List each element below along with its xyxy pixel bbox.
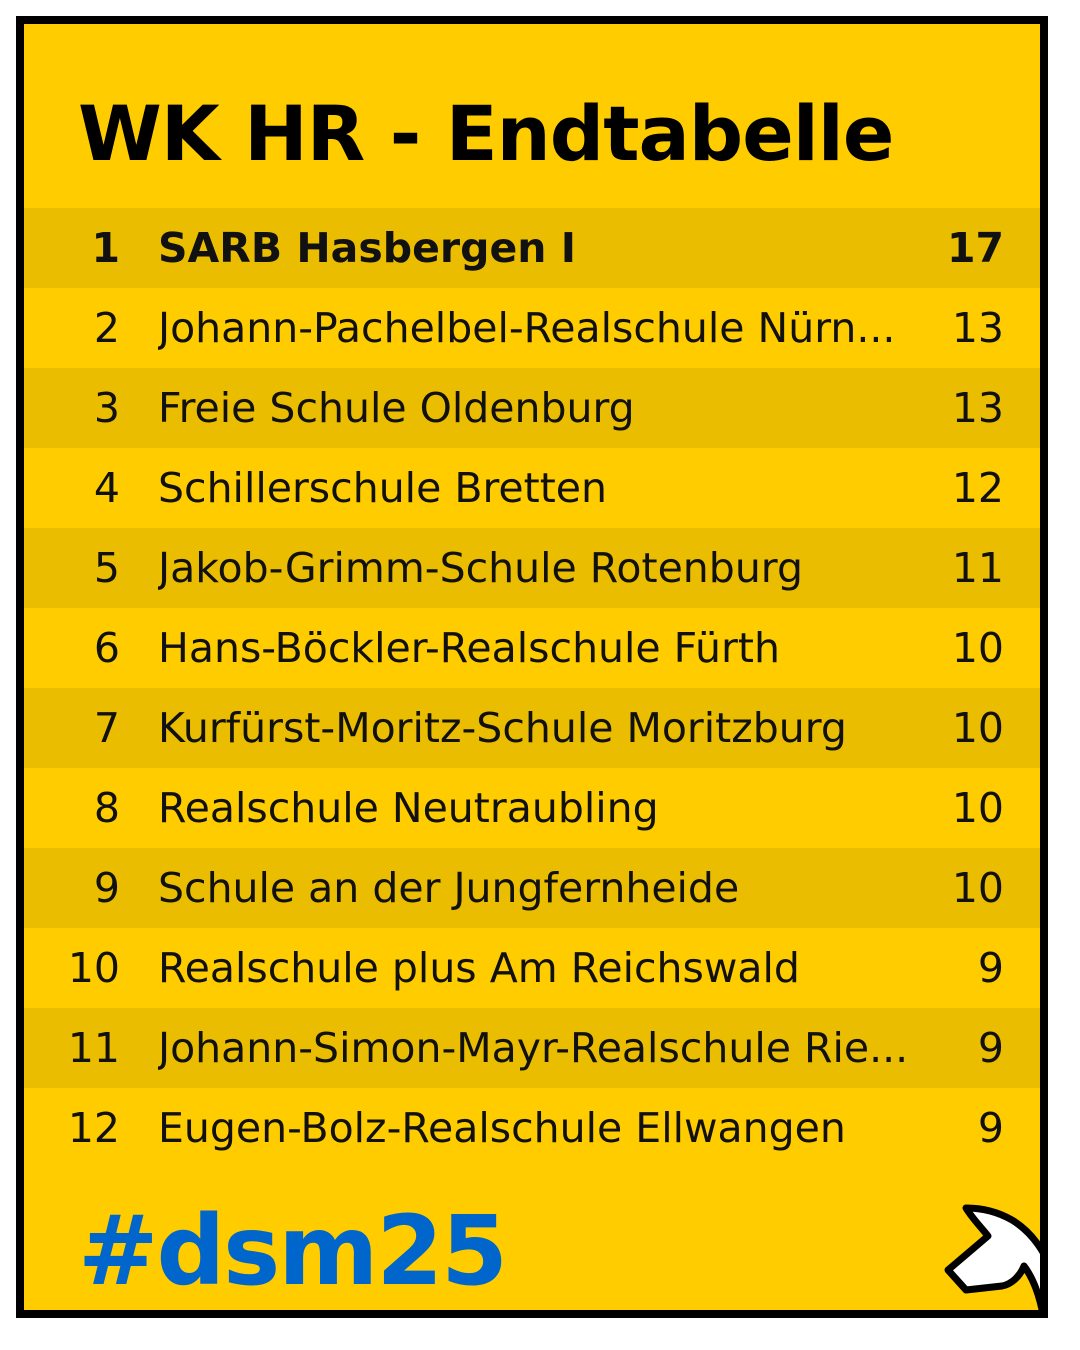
rank-cell: 9	[93, 864, 120, 912]
points-cell: 10	[951, 784, 1004, 832]
team-name-cell: Schule an der Jungfernheide	[158, 864, 740, 912]
points-cell: 13	[951, 304, 1004, 352]
rank-cell: 5	[93, 544, 120, 592]
points-cell: 9	[977, 1024, 1004, 1072]
rank-cell: 7	[93, 704, 120, 752]
team-name-cell: Realschule plus Am Reichswald	[158, 944, 800, 992]
team-name-cell: Eugen-Bolz-Realschule Ellwangen	[158, 1104, 846, 1152]
table-row: 11 Johann-Simon-Mayr-Realschule Rie... 9	[24, 1008, 1040, 1088]
standings-table: 1 SARB Hasbergen I 17 2 Johann-Pachelbel…	[24, 208, 1040, 1168]
rank-cell: 8	[93, 784, 120, 832]
team-name-cell: Jakob-Grimm-Schule Rotenburg	[158, 544, 803, 592]
rank-cell: 6	[93, 624, 120, 672]
points-cell: 12	[951, 464, 1004, 512]
rank-cell: 1	[91, 224, 120, 272]
table-row: 3 Freie Schule Oldenburg 13	[24, 368, 1040, 448]
team-name-cell: Schillerschule Bretten	[158, 464, 607, 512]
points-cell: 10	[951, 704, 1004, 752]
rank-cell: 10	[67, 944, 120, 992]
rank-cell: 12	[67, 1104, 120, 1152]
team-name-cell: SARB Hasbergen I	[158, 224, 576, 272]
table-row: 5 Jakob-Grimm-Schule Rotenburg 11	[24, 528, 1040, 608]
table-row: 7 Kurfürst-Moritz-Schule Moritzburg 10	[24, 688, 1040, 768]
points-cell: 10	[951, 624, 1004, 672]
team-name-cell: Realschule Neutraubling	[158, 784, 659, 832]
table-row: 2 Johann-Pachelbel-Realschule Nürn... 13	[24, 288, 1040, 368]
table-row: 10 Realschule plus Am Reichswald 9	[24, 928, 1040, 1008]
points-cell: 17	[946, 224, 1004, 272]
points-cell: 13	[951, 384, 1004, 432]
table-row: 9 Schule an der Jungfernheide 10	[24, 848, 1040, 928]
table-row: 6 Hans-Böckler-Realschule Fürth 10	[24, 608, 1040, 688]
page-title: WK HR - Endtabelle	[78, 89, 894, 178]
table-row: 1 SARB Hasbergen I 17	[24, 208, 1040, 288]
points-cell: 10	[951, 864, 1004, 912]
table-row: 4 Schillerschule Bretten 12	[24, 448, 1040, 528]
hashtag: #dsm25	[78, 1195, 508, 1307]
team-name-cell: Hans-Böckler-Realschule Fürth	[158, 624, 780, 672]
points-cell: 9	[977, 1104, 1004, 1152]
team-name-cell: Johann-Simon-Mayr-Realschule Rie...	[158, 1024, 909, 1072]
team-name-cell: Johann-Pachelbel-Realschule Nürn...	[158, 304, 896, 352]
rank-cell: 11	[67, 1024, 120, 1072]
table-row: 12 Eugen-Bolz-Realschule Ellwangen 9	[24, 1088, 1040, 1168]
rank-cell: 4	[93, 464, 120, 512]
team-name-cell: Kurfürst-Moritz-Schule Moritzburg	[158, 704, 847, 752]
points-cell: 9	[977, 944, 1004, 992]
points-cell: 11	[951, 544, 1004, 592]
chess-knight-icon	[944, 1204, 1040, 1310]
rank-cell: 3	[93, 384, 120, 432]
table-row: 8 Realschule Neutraubling 10	[24, 768, 1040, 848]
team-name-cell: Freie Schule Oldenburg	[158, 384, 635, 432]
rank-cell: 2	[93, 304, 120, 352]
standings-card: WK HR - Endtabelle 1 SARB Hasbergen I 17…	[16, 16, 1048, 1318]
